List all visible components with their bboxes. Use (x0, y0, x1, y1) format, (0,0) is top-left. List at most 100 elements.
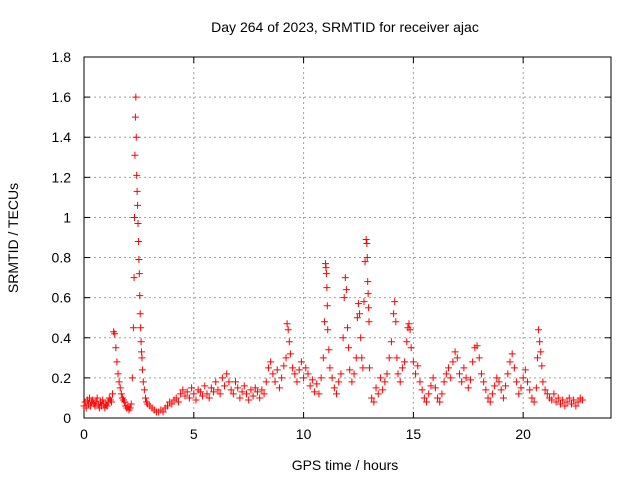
data-point (538, 362, 546, 370)
data-point (455, 370, 463, 378)
data-point (360, 298, 368, 306)
data-point (242, 390, 250, 398)
data-point (82, 404, 90, 412)
data-point (138, 348, 146, 356)
data-point (256, 394, 264, 402)
y-tick-label: 0.8 (52, 250, 72, 266)
data-point (138, 354, 146, 362)
data-point (469, 358, 477, 366)
data-point (390, 310, 398, 318)
data-point (99, 396, 107, 404)
data-point (449, 358, 457, 366)
data-point (264, 364, 272, 372)
data-point (440, 378, 448, 386)
data-point (130, 274, 138, 282)
data-point (524, 378, 532, 386)
data-point (552, 398, 560, 406)
data-point (131, 151, 139, 159)
data-point (129, 324, 137, 332)
data-point (393, 354, 401, 362)
data-point (554, 394, 562, 402)
data-point (251, 384, 259, 392)
data-point (556, 400, 564, 408)
data-point (354, 300, 362, 308)
data-point (356, 310, 364, 318)
data-point (391, 298, 399, 306)
data-point (320, 318, 328, 326)
y-tick-label: 1 (63, 209, 71, 225)
data-point (229, 390, 237, 398)
data-point (201, 382, 209, 390)
data-point (425, 390, 433, 398)
data-point (293, 378, 301, 386)
data-point (141, 394, 149, 402)
data-point (322, 264, 330, 272)
data-point (300, 374, 308, 382)
data-point (225, 378, 233, 386)
data-point (221, 382, 229, 390)
data-point (434, 394, 442, 402)
data-point (499, 394, 507, 402)
data-point (111, 330, 119, 338)
data-point (304, 370, 312, 378)
chart-title: Day 264 of 2023, SRMTID for receiver aja… (211, 19, 479, 35)
data-point (333, 390, 341, 398)
data-point (572, 402, 580, 410)
data-point (418, 386, 426, 394)
data-point (137, 338, 145, 346)
data-point (245, 396, 253, 404)
data-point (436, 398, 444, 406)
data-point (137, 324, 145, 332)
data-point (475, 354, 483, 362)
data-point (275, 384, 283, 392)
data-point (431, 384, 439, 392)
data-point (185, 394, 193, 402)
data-point (337, 370, 345, 378)
data-point (136, 292, 144, 300)
data-point (381, 378, 389, 386)
y-tick-label: 1.8 (52, 49, 72, 65)
data-point (438, 390, 446, 398)
plot-frame (83, 56, 612, 419)
data-point (407, 344, 415, 352)
data-point (394, 370, 402, 378)
data-point (462, 374, 470, 382)
data-point (412, 370, 420, 378)
data-point (341, 274, 349, 282)
y-axis-label: SRMTID / TECUs (5, 183, 21, 293)
data-point (159, 408, 167, 416)
data-point (168, 400, 176, 408)
data-point (353, 314, 361, 322)
x-tick-label: 10 (296, 426, 312, 442)
data-point (315, 390, 323, 398)
data-point (232, 378, 240, 386)
data-point (210, 388, 218, 396)
y-tick-label: 0.4 (52, 330, 72, 346)
data-point (550, 390, 558, 398)
data-point (344, 324, 351, 332)
data-point (561, 402, 569, 410)
data-point (127, 400, 135, 408)
data-point (482, 386, 490, 394)
data-point (504, 370, 512, 378)
data-point (192, 396, 200, 404)
data-point (427, 382, 435, 390)
data-point (135, 270, 143, 278)
y-tick-label: 1.2 (52, 169, 72, 185)
data-point (345, 344, 353, 352)
data-point (376, 374, 384, 382)
data-point (323, 302, 331, 310)
data-point (284, 326, 292, 334)
data-point (112, 344, 120, 352)
data-point (543, 390, 551, 398)
tick-labels: 0 5 10 15 20 0 0.2 0.4 0.6 0.8 1 1.2 1.4 1.6 1.8 (52, 49, 532, 442)
data-point (311, 388, 319, 396)
data-point (282, 354, 290, 362)
data-point (218, 374, 226, 382)
data-point (285, 338, 293, 346)
data-point (342, 286, 350, 294)
data-point (330, 384, 338, 392)
data-point (362, 236, 370, 244)
data-point (488, 390, 496, 398)
